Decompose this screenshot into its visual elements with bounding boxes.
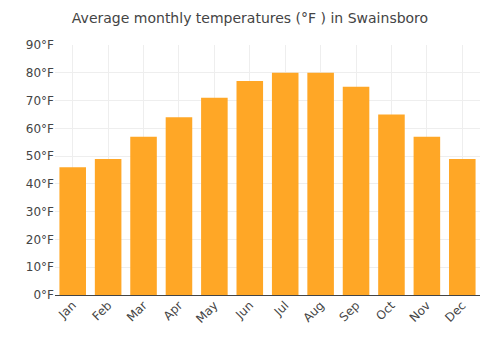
- svg-text:50°F: 50°F: [26, 149, 54, 163]
- svg-text:60°F: 60°F: [26, 122, 54, 136]
- svg-text:Feb: Feb: [90, 298, 115, 323]
- svg-text:70°F: 70°F: [26, 94, 54, 108]
- svg-text:Nov: Nov: [407, 298, 433, 324]
- svg-text:Apr: Apr: [161, 298, 186, 323]
- svg-text:Sep: Sep: [337, 298, 363, 324]
- svg-text:Aug: Aug: [301, 298, 327, 324]
- svg-text:Jun: Jun: [232, 298, 256, 322]
- svg-text:Dec: Dec: [442, 298, 468, 324]
- svg-text:20°F: 20°F: [26, 233, 54, 247]
- svg-text:10°F: 10°F: [26, 260, 54, 274]
- svg-text:May: May: [193, 298, 220, 325]
- svg-text:30°F: 30°F: [26, 205, 54, 219]
- svg-text:Average monthly temperatures (: Average monthly temperatures (°F ) in Sw…: [72, 10, 428, 26]
- svg-text:90°F: 90°F: [26, 38, 54, 52]
- svg-text:Mar: Mar: [124, 298, 150, 324]
- svg-text:Jul: Jul: [271, 298, 292, 319]
- svg-text:40°F: 40°F: [26, 177, 54, 191]
- svg-text:Oct: Oct: [373, 298, 398, 323]
- svg-text:0°F: 0°F: [33, 288, 54, 302]
- svg-text:Jan: Jan: [55, 298, 79, 322]
- svg-text:80°F: 80°F: [26, 66, 54, 80]
